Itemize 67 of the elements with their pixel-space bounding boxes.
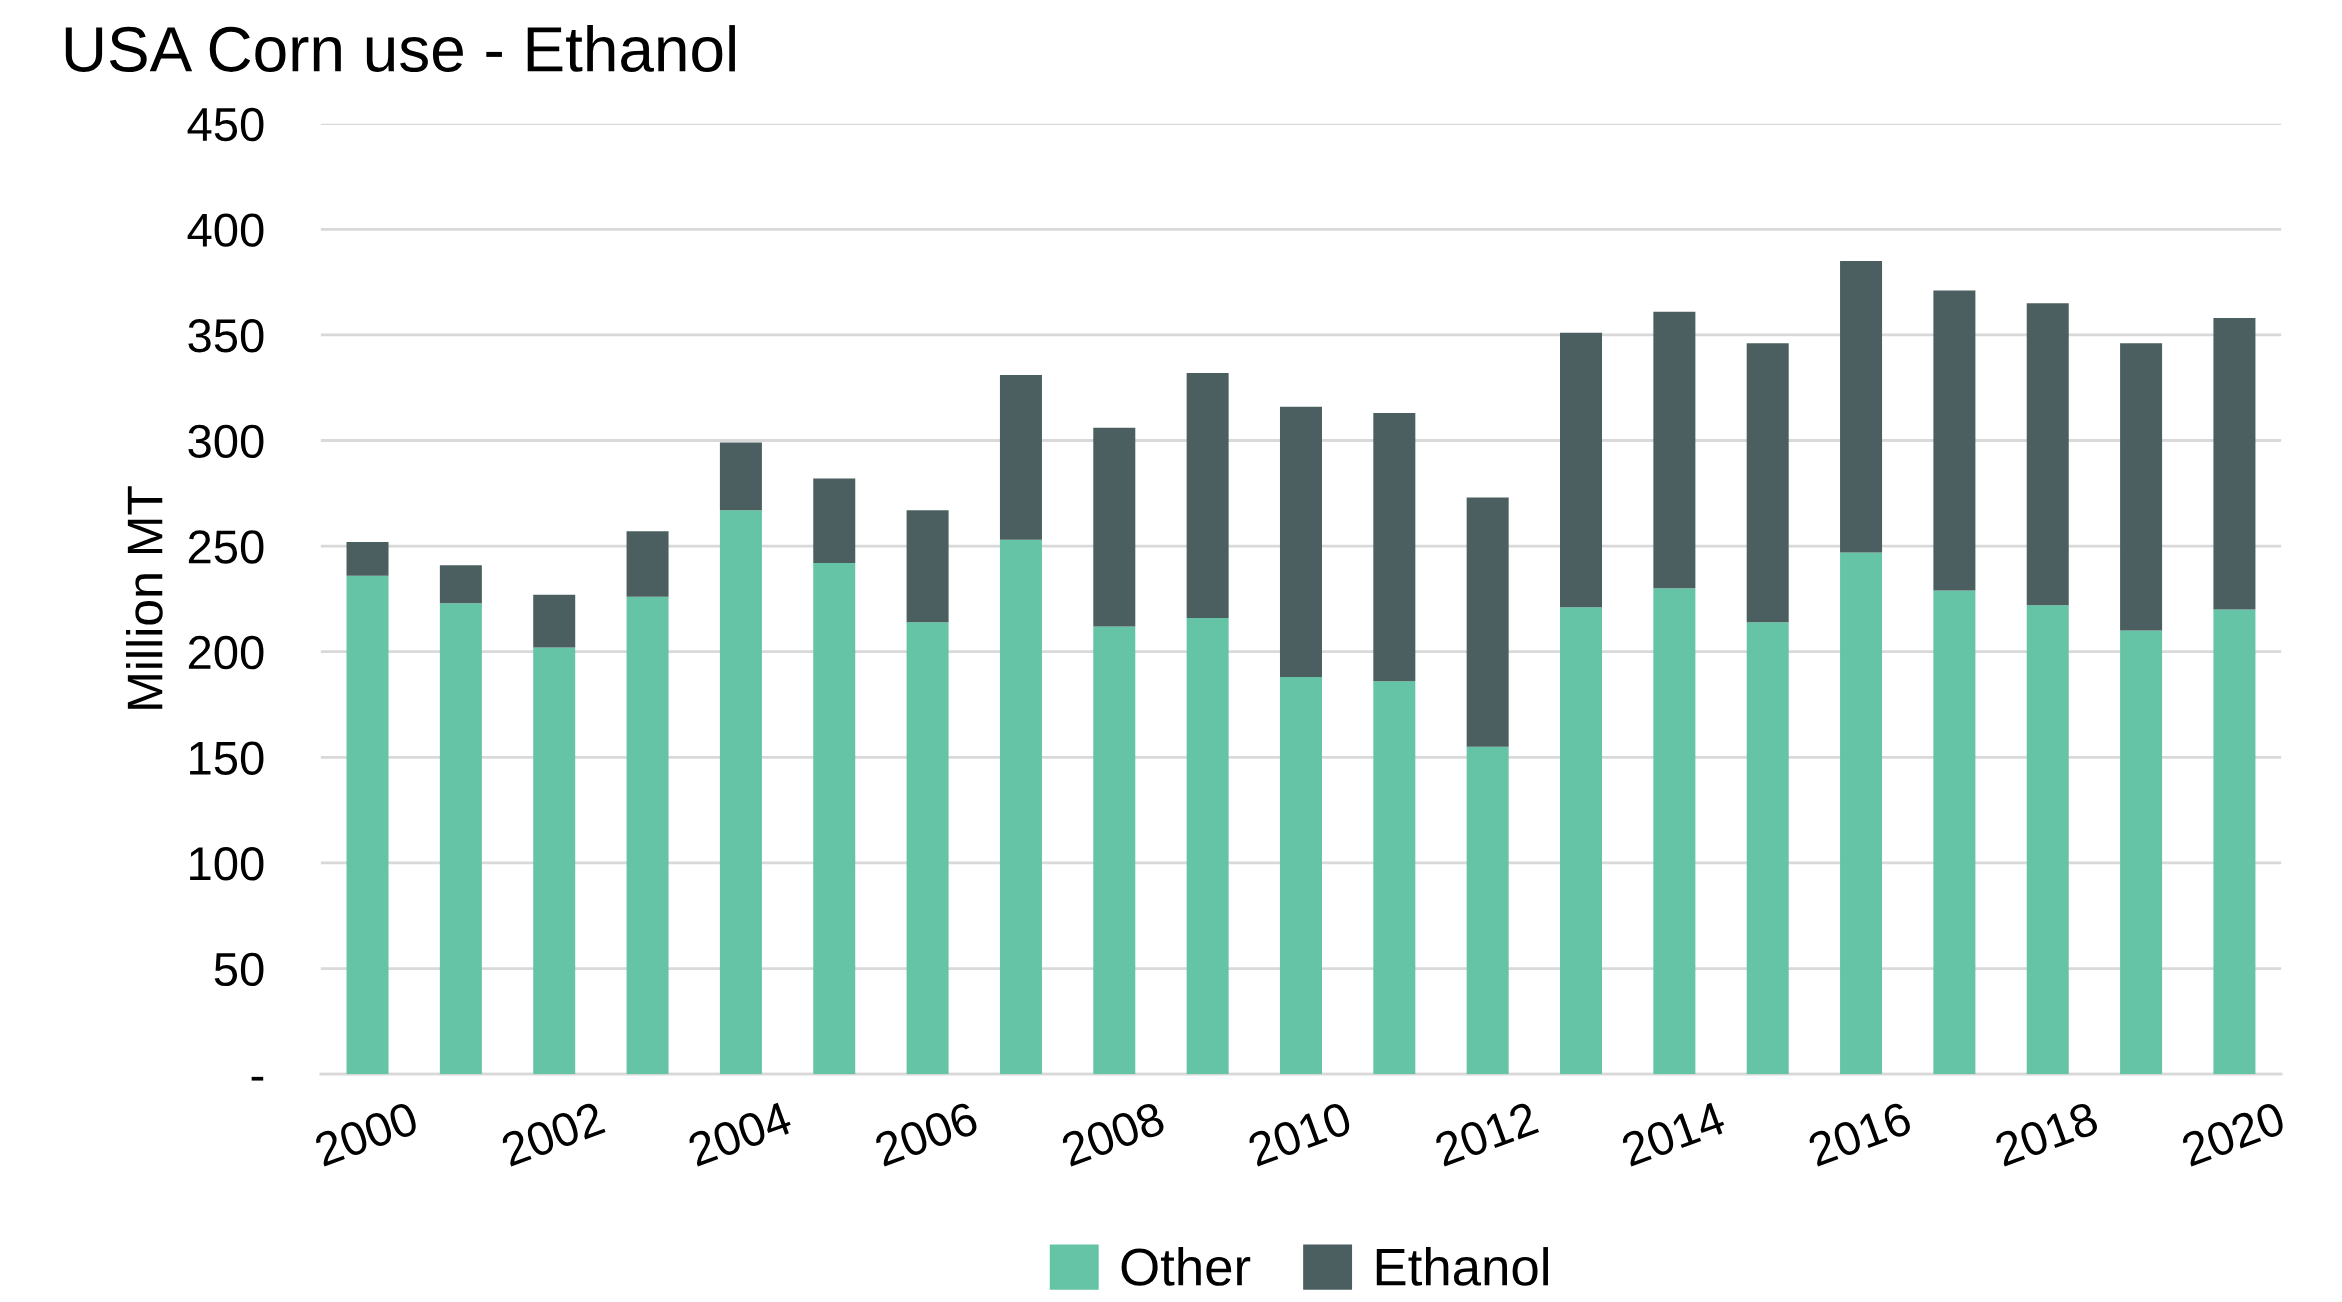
x-tick-label: 2016 [1806,1101,1913,1167]
bar [533,594,576,648]
bar [1653,311,1696,589]
y-tick-label: 300 [188,424,264,459]
bar [999,539,1042,1075]
bar [1466,497,1509,747]
bar [1093,626,1136,1075]
x-tick-label: 2010 [1246,1100,1353,1167]
bar [1933,590,1976,1075]
legend-label: Other [1121,1247,1251,1286]
bar [906,622,949,1075]
bar [1933,290,1976,591]
x-tick-label: 2006 [873,1101,980,1167]
bar [1186,617,1229,1075]
x-tick-label: 2002 [500,1101,606,1167]
bar [2120,343,2163,631]
bar [1560,332,1603,608]
y-tick-label: 50 [214,952,264,987]
bar [2026,605,2069,1075]
bar [1093,427,1136,627]
bar [999,375,1042,540]
x-tick-label: 2014 [1620,1100,1727,1167]
bar [626,596,669,1075]
bar [1560,607,1603,1075]
bar [346,541,389,576]
bar [346,575,389,1075]
bar [626,531,669,597]
y-tick-label: - [251,1076,264,1081]
bar [1373,413,1416,682]
x-tick-label: 2008 [1060,1101,1167,1167]
bar [1746,343,1789,623]
y-tick-label: 150 [190,741,264,775]
bar [906,510,949,623]
bar [1746,622,1789,1075]
y-tick-label: 250 [188,530,264,564]
bar [719,510,762,1075]
bar [1653,588,1696,1075]
x-tick-label: 2004 [686,1100,794,1167]
legend-label: Ethanol [1376,1247,1548,1286]
bar [1279,677,1322,1075]
bar [2120,630,2163,1075]
bar [813,563,856,1075]
bar [1186,372,1229,618]
y-tick-label: 100 [190,847,264,881]
bar [439,603,482,1075]
x-tick-label: 2012 [1433,1101,1540,1167]
bar [439,565,482,604]
bar [1466,746,1509,1075]
x-tick-label: 2000 [313,1100,420,1167]
bar [719,442,762,511]
y-tick-label: 350 [188,319,264,353]
y-axis-title: Million MT [126,486,163,709]
bar [2026,303,2069,606]
bar [813,478,856,564]
bar [2213,318,2256,610]
x-tick-label: 2020 [2180,1100,2287,1167]
y-tick-label: 400 [187,213,264,247]
y-tick-label: 200 [188,635,264,670]
bar [1840,552,1883,1075]
chart-title: USA Corn use - Ethanol [65,25,735,72]
bar [1840,260,1883,553]
bar [533,647,576,1075]
bar [1373,681,1416,1075]
x-tick-label: 2018 [1993,1101,2100,1167]
bar [1279,406,1322,678]
bar [2213,609,2256,1075]
y-tick-label: 450 [187,107,264,142]
